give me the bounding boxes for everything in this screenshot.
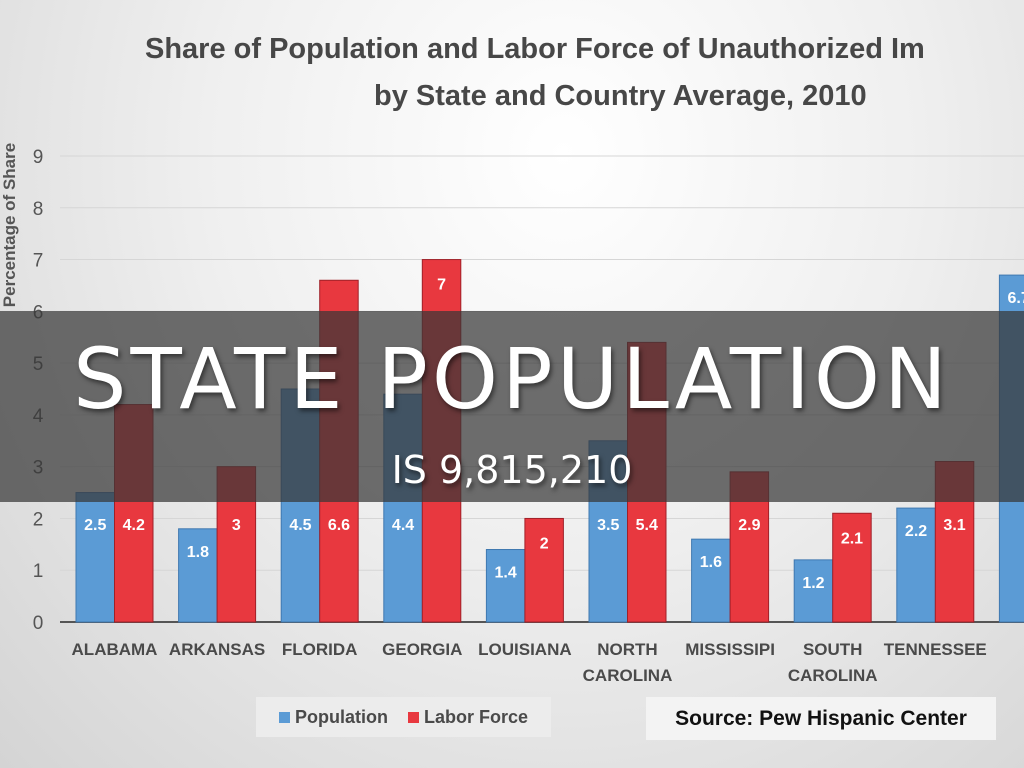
chart-title-line-1: Share of Population and Labor Force of U… xyxy=(145,33,925,65)
legend-item-population: Population xyxy=(278,706,388,728)
data-label: 1.6 xyxy=(700,554,722,571)
y-tick-label: 1 xyxy=(33,561,44,582)
legend-label: Labor Force xyxy=(423,706,529,727)
data-label: 4.2 xyxy=(123,517,145,534)
data-label: 4.5 xyxy=(289,517,311,534)
labor-force-swatch xyxy=(407,711,419,723)
source-note: Source: Pew Hispanic Center xyxy=(646,697,996,740)
overlay-heading: STATE POPULATION xyxy=(73,330,951,428)
y-tick-label: 9 xyxy=(33,147,44,168)
bar-population xyxy=(75,492,115,623)
y-tick-label: 7 xyxy=(33,251,44,272)
bar-population xyxy=(178,528,218,623)
x-tick-label: MISSISSIPI xyxy=(685,640,775,659)
data-label: 3.5 xyxy=(597,517,619,534)
data-label: 6.6 xyxy=(328,517,350,534)
data-label: 1.4 xyxy=(495,565,517,582)
y-axis-label: Percentage of Share xyxy=(0,142,19,308)
data-label: 5.4 xyxy=(636,517,658,534)
data-label: 1.8 xyxy=(187,544,209,561)
x-tick-label: ALABAMA xyxy=(71,640,158,659)
data-label: 6.7 xyxy=(1008,290,1024,307)
x-tick-label: ARKANSAS xyxy=(168,640,266,659)
data-label: 3.1 xyxy=(943,517,965,534)
y-tick-label: 0 xyxy=(33,613,44,634)
y-tick-label: 2 xyxy=(33,509,44,530)
x-tick-label: FLORIDA xyxy=(281,640,358,659)
data-label: 2.5 xyxy=(84,517,106,534)
bar-labor-force xyxy=(832,512,872,623)
x-tick-label: NORTH CAROLINA xyxy=(582,640,673,685)
x-tick-label: SOUTH CAROLINA xyxy=(787,640,878,685)
data-label: 4.4 xyxy=(392,517,414,534)
data-label: 1.2 xyxy=(802,575,824,592)
x-tick-label: TENNESSEE xyxy=(883,640,987,659)
population-swatch xyxy=(278,711,290,723)
bar-population xyxy=(485,549,526,623)
data-label: 2.2 xyxy=(905,523,927,540)
legend-item-labor-force: Labor Force xyxy=(407,706,529,728)
legend-label: Population xyxy=(294,706,388,727)
data-label: 7 xyxy=(437,277,446,294)
overlay-subheading: IS 9,815,210 xyxy=(391,448,633,492)
data-label: 2 xyxy=(540,535,549,552)
chart-title-line-2: by State and Country Average, 2010 xyxy=(374,80,867,112)
bar-population xyxy=(896,507,936,623)
data-label: 3 xyxy=(232,517,241,534)
y-tick-label: 8 xyxy=(33,199,44,220)
x-tick-label: GEORGIA xyxy=(382,640,463,659)
overlay-band xyxy=(0,311,1024,502)
x-tick-label: TE xyxy=(983,637,1024,663)
legend: Population Labor Force xyxy=(256,697,551,737)
data-label: 2.1 xyxy=(841,530,863,547)
data-label: 2.9 xyxy=(738,517,760,534)
bar-labor-force xyxy=(524,517,564,623)
bar-population xyxy=(691,538,731,623)
x-tick-label: LOUISIANA xyxy=(478,640,572,659)
